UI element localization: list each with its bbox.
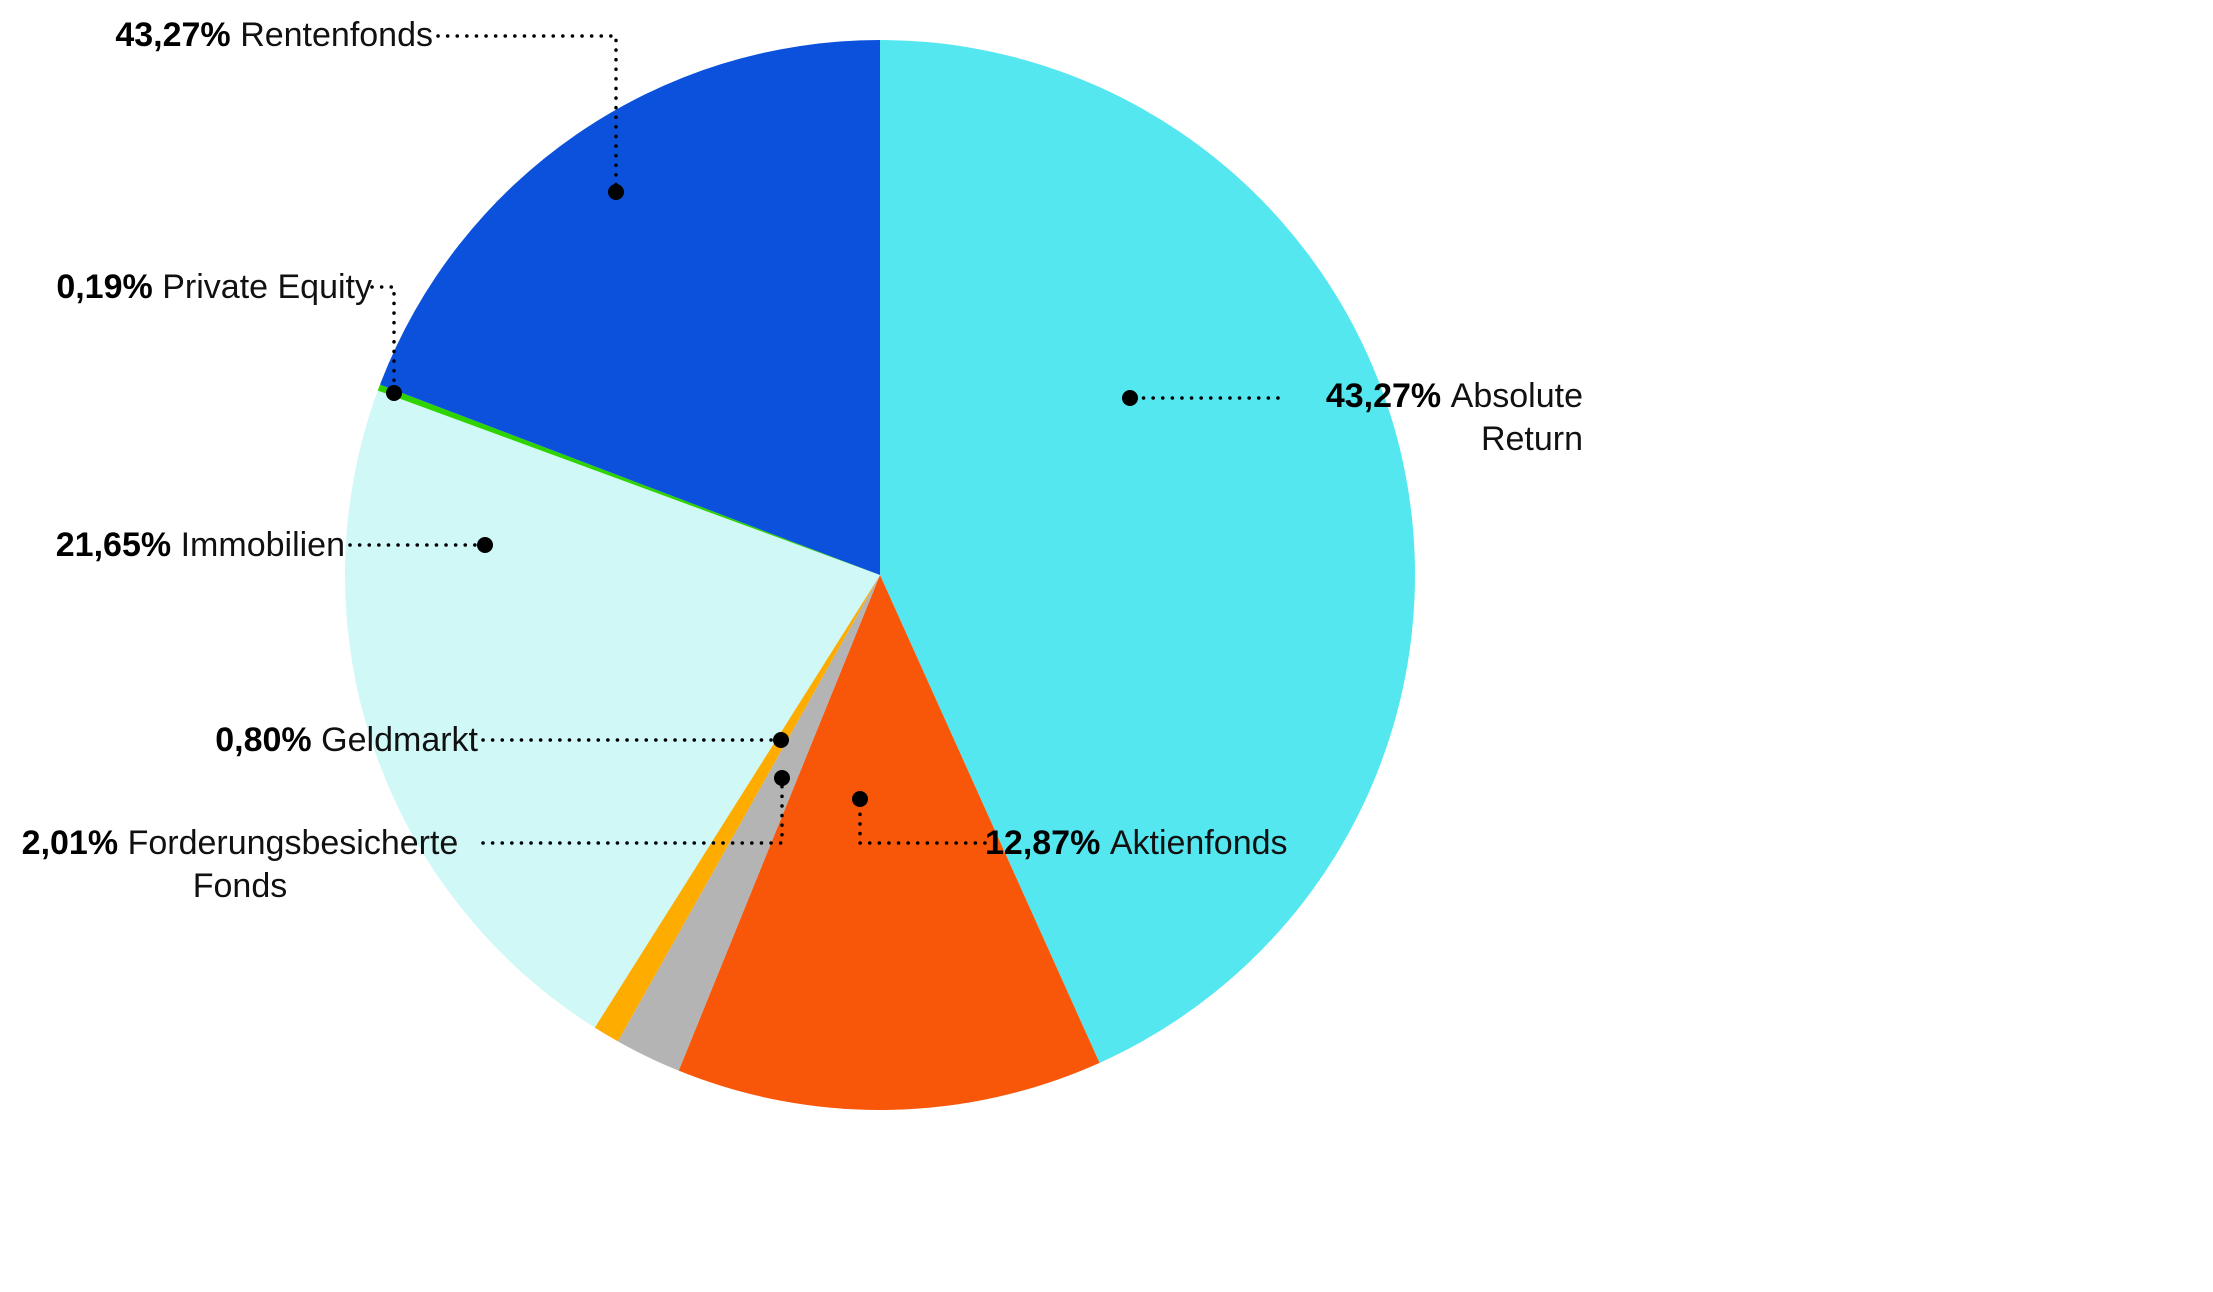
leader-dot-forderungsbesicherte-fonds xyxy=(774,770,790,786)
label-forderungsbesicherte-fonds-pct: 2,01% xyxy=(21,824,119,862)
label-forderungsbesicherte-fonds: 2,01% Forderungsbesicherte Fonds xyxy=(0,822,480,908)
pie-slice-private-equity xyxy=(377,384,880,575)
label-private-equity-pct: 0,19% xyxy=(56,268,153,306)
label-geldmarkt-name: Geldmarkt xyxy=(321,721,478,759)
label-immobilien-name: Immobilien xyxy=(180,526,345,564)
leader-line-rentenfonds xyxy=(436,34,618,194)
label-aktienfonds: 12,87% Aktienfonds xyxy=(985,822,1505,865)
label-immobilien: 21,65% Immobilien xyxy=(0,524,345,567)
leader-dot-private-equity xyxy=(386,385,402,401)
label-geldmarkt: 0,80% Geldmarkt xyxy=(20,719,478,762)
leader-dot-absolute-return xyxy=(1122,390,1138,406)
leader-dot-rentenfonds xyxy=(608,184,624,200)
label-absolute-return-pct: 43,27% xyxy=(1325,377,1442,415)
leader-line-forderungsbesicherte-fonds xyxy=(481,776,784,845)
label-rentenfonds-name: Rentenfonds xyxy=(240,16,433,54)
label-private-equity: 0,19% Private Equity xyxy=(0,266,372,309)
label-private-equity-name: Private Equity xyxy=(162,268,372,306)
leader-dot-geldmarkt xyxy=(773,732,789,748)
pie-slice-forderungsbesicherte-fonds xyxy=(617,575,880,1071)
label-rentenfonds-pct: 43,27% xyxy=(115,16,231,54)
label-aktienfonds-pct: 12,87% xyxy=(985,824,1101,862)
leader-dot-aktienfonds xyxy=(852,791,868,807)
label-forderungsbesicherte-fonds-name: Forderungsbesicherte Fonds xyxy=(127,824,459,905)
label-aktienfonds-name: Aktienfonds xyxy=(1109,824,1288,862)
leader-dot-immobilien xyxy=(477,537,493,553)
label-immobilien-pct: 21,65% xyxy=(55,526,172,564)
pie-slice-absolute-return xyxy=(880,40,1416,1063)
leader-line-aktienfonds xyxy=(858,797,987,845)
label-geldmarkt-pct: 0,80% xyxy=(215,721,312,759)
label-absolute-return-name: Absolute Return xyxy=(1450,377,1583,458)
label-absolute-return: 43,27% Absolute Return xyxy=(1283,375,1583,461)
label-rentenfonds: 43,27% Rentenfonds xyxy=(20,14,433,57)
pie-slice-rentenfonds xyxy=(380,40,880,575)
pie-slice-geldmarkt xyxy=(594,575,880,1042)
